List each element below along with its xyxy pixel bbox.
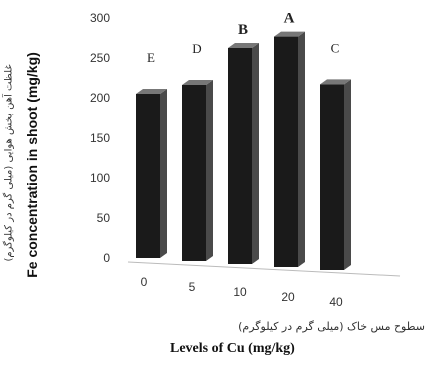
x-axis-floor — [127, 261, 401, 277]
y-tick-label: 100 — [90, 171, 110, 185]
bar-top — [136, 89, 167, 94]
x-tick-label: 10 — [233, 285, 247, 299]
bar-10 — [228, 43, 259, 264]
bar-side — [206, 80, 213, 261]
significance-letter: A — [284, 11, 295, 27]
axis-layer: 0 50 100 150 200 250 300 — [90, 11, 401, 277]
bar-front — [182, 85, 206, 261]
x-tick-label: 5 — [189, 280, 196, 294]
x-tick-label: 0 — [141, 275, 148, 289]
bar-5 — [182, 80, 213, 261]
bar-front — [136, 94, 160, 258]
y-axis-title-text: Fe concentration in shoot (mg/kg) — [24, 52, 40, 278]
y-axis-title-persian: غلظت آهن بخش هوایی (میلی گرم در کیلوگرم) — [2, 28, 16, 298]
y-tick-label: 50 — [97, 211, 111, 225]
bar-side — [298, 31, 305, 267]
x-axis-title: Levels of Cu (mg/kg) — [170, 341, 295, 356]
bar-20 — [274, 31, 305, 267]
significance-letter: E — [147, 50, 155, 65]
y-axis-title-persian-text: غلظت آهن بخش هوایی (میلی گرم در کیلوگرم) — [3, 64, 15, 262]
bar-top — [274, 31, 305, 37]
bar-top — [182, 80, 213, 85]
bar-side — [160, 89, 167, 258]
labels-layer: E 0 D 5 B 10 A 20 C 40 — [141, 11, 343, 309]
significance-letter: B — [238, 22, 248, 38]
bar-front — [274, 36, 298, 267]
bar-front — [320, 84, 344, 271]
x-tick-label: 20 — [281, 290, 295, 304]
bar-side — [344, 79, 351, 271]
x-tick-label: 40 — [329, 295, 343, 309]
bar-40 — [320, 79, 351, 271]
significance-letter: C — [331, 40, 340, 55]
bar-top — [320, 79, 351, 85]
x-axis-title-persian: سطوح مس خاک (میلی گرم در کیلوگرم) — [238, 320, 425, 333]
bars-layer — [136, 31, 351, 271]
y-tick-label: 200 — [90, 91, 110, 105]
significance-letter: D — [192, 41, 201, 56]
bar-top — [228, 43, 259, 48]
y-axis-title: Fe concentration in shoot (mg/kg) — [22, 30, 42, 300]
y-tick-label: 300 — [90, 11, 110, 25]
y-tick-label: 0 — [103, 251, 110, 265]
bar-front — [228, 48, 252, 264]
y-tick-label: 150 — [90, 131, 110, 145]
bar-side — [252, 43, 259, 264]
y-tick-label: 250 — [90, 51, 110, 65]
bar-0 — [136, 89, 167, 258]
